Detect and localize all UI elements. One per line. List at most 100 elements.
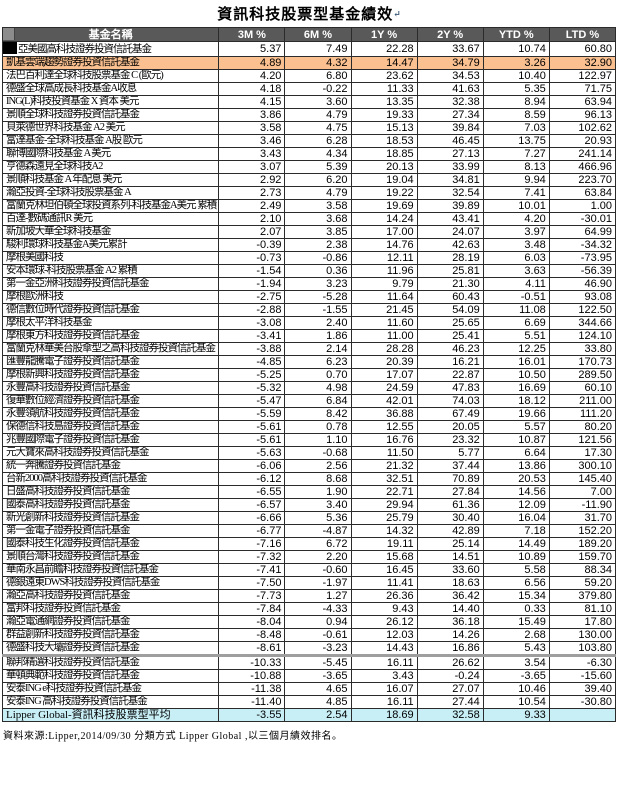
column-header-label: LTD % <box>565 28 600 41</box>
value-cell: -3.23 <box>284 641 352 656</box>
table-row: 元大寶來高科技證券投資信託基金 -5.63 -0.68 11.50 5.77 6.64 17… <box>1 446 617 460</box>
value-cell: 16.11 <box>350 695 418 709</box>
fund-name-cell: ING(L)科技投資基金 X 資本 美元 <box>1 95 220 109</box>
value-cell: -1.54 <box>218 264 286 278</box>
table-row: 富邦科技證券投資信託基金 -7.84 -4.33 9.43 14.40 0.33 81.10 <box>1 602 617 616</box>
value-cell: 7.18 <box>482 524 550 538</box>
value-cell: -8.48 <box>218 628 286 642</box>
column-header-label: 3M % <box>237 28 266 41</box>
column-header-label: YTD % <box>498 28 534 41</box>
value-cell: 379.80 <box>548 589 617 603</box>
fund-name-cell: 匯豐龍騰電子證券投資信託基金 <box>1 355 220 369</box>
value-cell: 4.98 <box>284 381 352 395</box>
value-cell: 11.08 <box>482 303 550 317</box>
column-header: 3M % <box>218 27 286 42</box>
fund-name-label: 亞美國高科技證券投資信託基金 <box>18 44 152 55</box>
fund-name-label: 元大寶來高科技證券投資信託基金 <box>6 447 149 459</box>
value-cell: 16.86 <box>416 641 484 656</box>
value-cell: 5.77 <box>416 446 484 460</box>
value-cell: 4.15 <box>218 95 286 109</box>
fund-name-label: 新光創新科技證券投資信託基金 <box>6 512 140 524</box>
fund-name-cell: 國泰科技生化證券投資信託基金 <box>1 537 220 551</box>
value-cell: 18.85 <box>350 147 418 161</box>
value-cell: 6.69 <box>482 316 550 330</box>
value-cell: 12.25 <box>482 342 550 356</box>
value-cell: 1.00 <box>548 199 617 213</box>
column-header: 1Y % <box>350 27 418 42</box>
value-cell: 3.58 <box>284 199 352 213</box>
value-cell: 159.70 <box>548 550 617 564</box>
value-cell: 29.94 <box>350 498 418 512</box>
value-cell: 3.23 <box>284 277 352 291</box>
fund-name-label: 富蘭克林坦伯頓全球投資系列-科技基金A美元 累積 <box>6 200 217 212</box>
value-cell: -5.28 <box>284 290 352 304</box>
column-header: 2Y % <box>416 27 484 42</box>
value-cell: -6.55 <box>218 485 286 499</box>
value-cell: -5.61 <box>218 420 286 434</box>
value-cell: 300.10 <box>548 459 617 473</box>
fund-name-cell: 摩根歐洲科技 <box>1 290 220 304</box>
table-row: 駿利環球科技基金A美元累計 -0.39 2.38 14.76 42.63 3.48 -34.… <box>1 238 617 252</box>
value-cell: 2.54 <box>284 708 352 722</box>
column-header-label: 1Y % <box>371 28 398 41</box>
value-cell: -5.45 <box>284 654 352 670</box>
value-cell: 17.00 <box>350 225 418 239</box>
fund-name-cell: 第一金亞洲科技證券投資信託基金 <box>1 277 220 291</box>
value-cell: 11.64 <box>350 290 418 304</box>
value-cell: 3.48 <box>482 238 550 252</box>
value-cell: 5.43 <box>482 641 550 656</box>
value-cell: 22.71 <box>350 485 418 499</box>
value-cell: -3.55 <box>218 708 286 722</box>
value-cell: 4.85 <box>284 695 352 709</box>
fund-name-label: 第一金亞洲科技證券投資信託基金 <box>6 278 149 290</box>
table-row: 聯邦精選科技證券投資信託基金 -10.33 -5.45 16.11 26.62 3.54-… <box>1 654 617 670</box>
value-cell: 6.03 <box>482 251 550 265</box>
fund-name-label: 華南永昌前瞻科技證券投資信託基金 <box>6 564 159 576</box>
value-cell: 130.00 <box>548 628 617 642</box>
value-cell: 63.94 <box>548 95 617 109</box>
value-cell: -7.32 <box>218 550 286 564</box>
value-cell: 6.23 <box>284 355 352 369</box>
value-cell: 32.51 <box>350 472 418 486</box>
value-cell: 32.38 <box>416 95 484 109</box>
value-cell: 25.81 <box>416 264 484 278</box>
value-cell: -7.73 <box>218 589 286 603</box>
value-cell: 11.00 <box>350 329 418 343</box>
table-row: 瀚亞電通網證券投資信託基金 -8.04 0.94 26.12 36.18 15.49 17.… <box>1 615 617 629</box>
fund-name-label: 德信數位時代證券投資信託基金 <box>6 304 140 316</box>
value-cell: 4.34 <box>284 147 352 161</box>
value-cell: -1.94 <box>218 277 286 291</box>
table-row: 群益創新科技證券投資信託基金 -8.48 -0.61 12.03 14.26 2.68 13… <box>1 628 617 642</box>
value-cell: 3.43 <box>218 147 286 161</box>
value-cell: 24.07 <box>416 225 484 239</box>
value-cell: 18.53 <box>350 134 418 148</box>
value-cell: 2.20 <box>284 550 352 564</box>
value-cell: -0.51 <box>482 290 550 304</box>
value-cell: 20.53 <box>482 472 550 486</box>
value-cell: -0.86 <box>284 251 352 265</box>
fund-name-label: 德盛科技大壩證券投資信託基金 <box>6 642 140 654</box>
value-cell: 88.34 <box>548 563 617 577</box>
table-row: ING(L)科技投資基金 X 資本 美元 4.15 3.60 13.35 32.38 8.… <box>1 95 617 109</box>
fund-name-label: 摩根新興科技證券投資信託基金 <box>6 369 140 381</box>
value-cell: -5.47 <box>218 394 286 408</box>
value-cell: 15.34 <box>482 589 550 603</box>
fund-name-cell: 第一金電子證券投資信託基金 <box>1 524 220 538</box>
value-cell: 5.58 <box>482 563 550 577</box>
value-cell: 22.87 <box>416 368 484 382</box>
value-cell: 4.75 <box>284 121 352 135</box>
value-cell: 4.20 <box>482 212 550 226</box>
value-cell: 3.68 <box>284 212 352 226</box>
fund-name-cell: 新加坡大華全球科技基金 <box>1 225 220 239</box>
value-cell: 4.79 <box>284 186 352 200</box>
table-row: 景順全球科技證券投資信託基金 3.86 4.79 19.33 27.34 8.59 96.1… <box>1 108 617 122</box>
value-cell: 20.05 <box>416 420 484 434</box>
column-header-label: 基金名稱 <box>88 28 133 41</box>
fund-name-label: 瀚亞電通網證券投資信託基金 <box>6 616 130 628</box>
value-cell: 27.13 <box>416 147 484 161</box>
value-cell: 27.34 <box>416 108 484 122</box>
value-cell: 60.80 <box>548 41 617 57</box>
fund-name-cell: Lipper Global-資訊科技股票型平均 <box>1 708 220 722</box>
value-cell: 43.41 <box>416 212 484 226</box>
fund-name-label: 安泰ING 高科技證券投資信託基金 <box>6 696 148 708</box>
